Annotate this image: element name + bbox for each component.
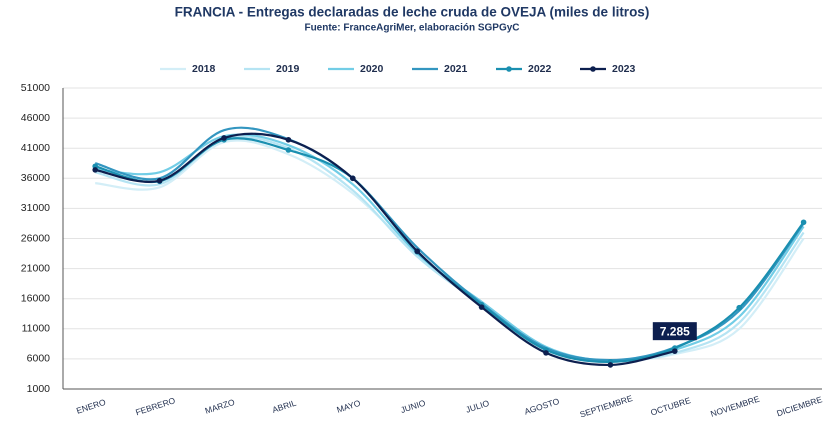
legend-label: 2023 (612, 63, 636, 75)
x-tick-label: ENERO (75, 397, 107, 416)
x-tick-label: ABRIL (271, 398, 298, 415)
x-tick-label: JUNIO (399, 397, 427, 415)
series-line (94, 132, 676, 367)
legend-label: 2018 (192, 63, 216, 75)
data-label: 7.285 (660, 324, 690, 338)
point-marker (92, 167, 98, 173)
x-tick-label: DICIEMBRE (775, 394, 823, 418)
point-marker (736, 304, 742, 311)
point-marker (800, 219, 807, 226)
x-tick-label: OCTUBRE (649, 395, 692, 417)
point-marker (156, 177, 163, 184)
y-tick-label: 21000 (21, 262, 50, 274)
chart-title: FRANCIA - Entregas declaradas de leche c… (175, 5, 650, 20)
x-tick-label: SEPTIEMBRE (579, 393, 635, 420)
legend-marker (506, 66, 512, 72)
legend-label: 2022 (528, 63, 552, 75)
y-tick-label: 26000 (21, 232, 50, 244)
annotation-box (652, 322, 697, 341)
x-tick-label: MARZO (204, 397, 237, 416)
y-tick-label: 1000 (27, 383, 51, 395)
y-tick-label: 11000 (22, 323, 51, 335)
x-tick-label: JULIO (464, 398, 490, 415)
legend-label: 2019 (276, 63, 300, 75)
y-tick-label: 51000 (21, 82, 50, 94)
y-tick-label: 6000 (27, 353, 51, 365)
point-marker (285, 147, 292, 153)
y-tick-label: 36000 (21, 172, 50, 184)
point-marker (543, 350, 549, 356)
legend-label: 2020 (360, 63, 384, 75)
x-tick-label: NOVIEMBRE (709, 394, 761, 419)
point-marker (350, 175, 356, 182)
series-line (94, 135, 805, 362)
point-marker (607, 362, 614, 368)
point-marker (285, 136, 292, 143)
y-tick-label: 31000 (21, 202, 50, 214)
legend-label: 2021 (444, 63, 468, 75)
y-tick-label: 41000 (21, 142, 50, 154)
point-marker (414, 248, 421, 254)
y-tick-label: 46000 (21, 112, 50, 124)
series-line (95, 133, 805, 362)
x-tick-label: AGOSTO (523, 396, 561, 417)
legend-marker (590, 66, 596, 72)
point-marker (478, 304, 485, 310)
point-marker (221, 135, 227, 141)
y-tick-label: 16000 (21, 292, 50, 304)
x-tick-label: FEBRERO (134, 395, 177, 417)
series-line (94, 126, 805, 362)
series-line (95, 139, 805, 362)
x-tick-label: MAYO (335, 398, 362, 415)
point-marker (672, 348, 678, 354)
chart-subtitle: Fuente: FranceAgriMer, elaboración SGPGy… (304, 23, 519, 34)
